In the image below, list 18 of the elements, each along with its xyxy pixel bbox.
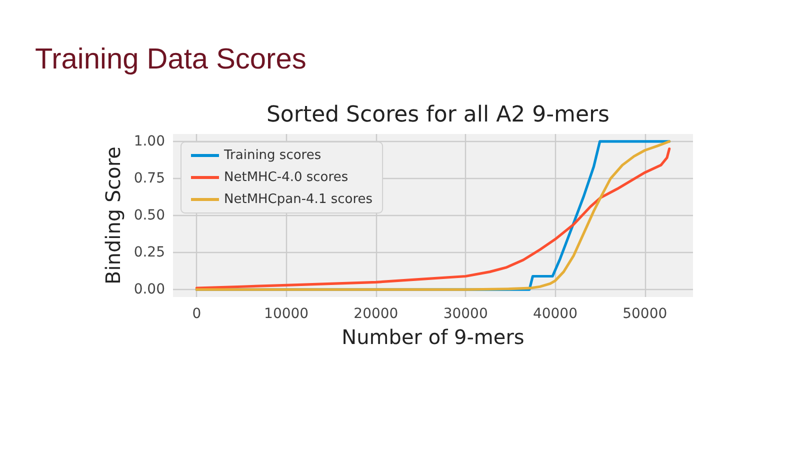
x-tick-label: 10000 xyxy=(264,306,309,322)
y-tick-label: 0.25 xyxy=(134,244,165,261)
y-tick-label: 0.00 xyxy=(134,282,165,298)
x-tick-label: 30000 xyxy=(443,306,488,322)
x-tick-label: 20000 xyxy=(354,306,398,322)
x-axis-title: Number of 9-mers xyxy=(342,325,524,349)
x-tick-label: 50000 xyxy=(622,306,668,322)
legend-label: NetMHC-4.0 scores xyxy=(224,170,348,185)
x-tick-label: 0 xyxy=(192,306,202,322)
y-tick-label: 0.75 xyxy=(134,170,165,186)
y-tick-label: 1.00 xyxy=(134,133,165,150)
x-tick-label: 40000 xyxy=(532,306,578,322)
chart-title: Training Data Scores xyxy=(35,44,306,76)
legend-label: NetMHCpan-4.1 scores xyxy=(224,192,373,207)
chart-subtitle: Sorted Scores for all A2 9-mers xyxy=(266,102,610,128)
legend-label: Training scores xyxy=(223,148,322,163)
y-axis-title: Binding Score xyxy=(100,146,125,284)
y-tick-label: 0.50 xyxy=(134,208,165,224)
